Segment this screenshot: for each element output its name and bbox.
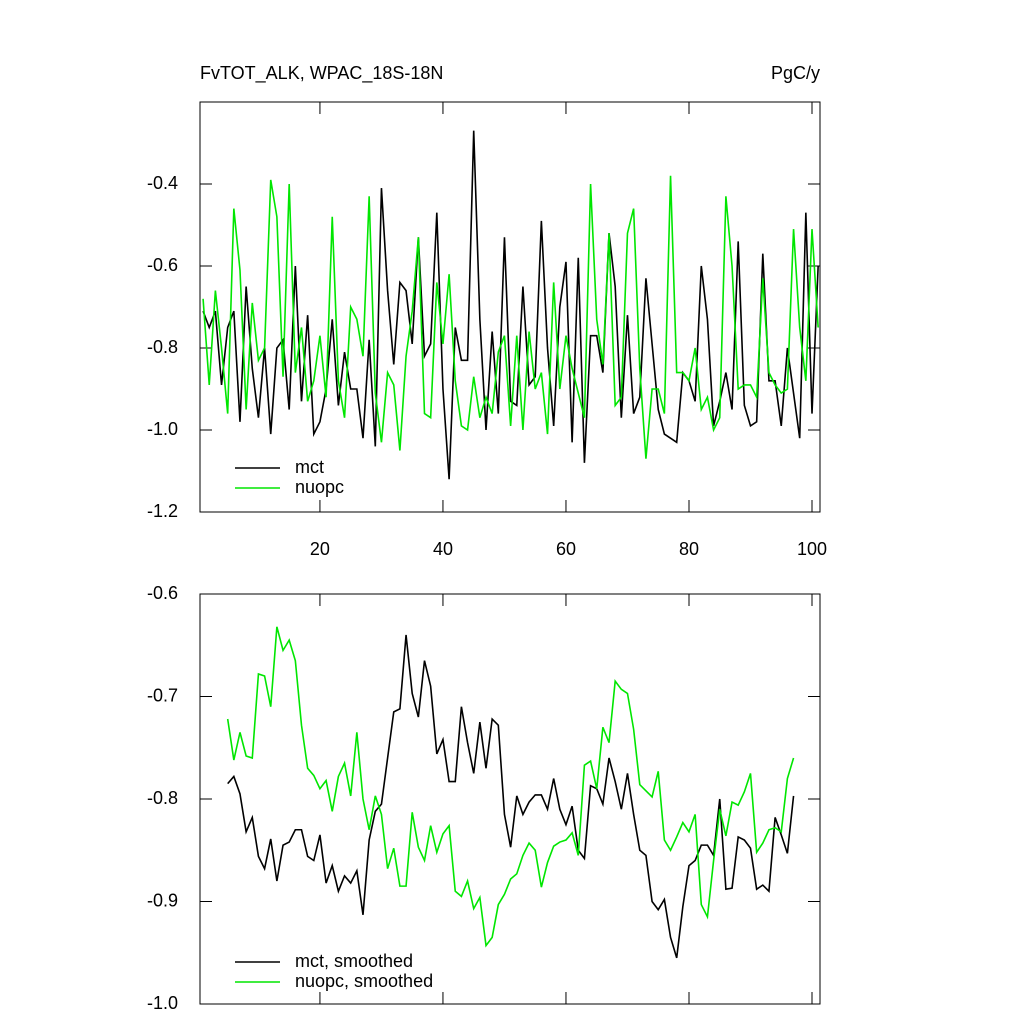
series-line [226, 626, 795, 948]
series-line [202, 175, 819, 459]
y-tick-label: -0.8 [147, 337, 178, 357]
y-tick-label: -0.6 [147, 583, 178, 603]
y-tick-label: -1.0 [147, 993, 178, 1013]
x-tick-label: 100 [797, 539, 827, 559]
y-tick-label: -1.0 [147, 419, 178, 439]
series-line [202, 130, 819, 480]
legend-label: nuopc, smoothed [295, 971, 433, 991]
y-tick-label: -0.7 [147, 685, 178, 705]
y-tick-label: -1.2 [147, 501, 178, 521]
chart-title: FvTOT_ALK, WPAC_18S-18N [200, 63, 443, 84]
y-tick-label: -0.8 [147, 788, 178, 808]
x-tick-label: 20 [310, 539, 330, 559]
y-tick-label: -0.4 [147, 173, 178, 193]
x-tick-label: 40 [433, 539, 453, 559]
units-label: PgC/y [771, 63, 820, 83]
y-tick-label: -0.9 [147, 890, 178, 910]
legend-label: nuopc [295, 477, 344, 497]
legend-label: mct [295, 457, 324, 477]
x-tick-label: 80 [679, 539, 699, 559]
series-line [227, 634, 795, 959]
x-tick-label: 60 [556, 539, 576, 559]
plot-frame [199, 101, 821, 513]
legend-label: mct, smoothed [295, 951, 413, 971]
y-tick-label: -0.6 [147, 255, 178, 275]
